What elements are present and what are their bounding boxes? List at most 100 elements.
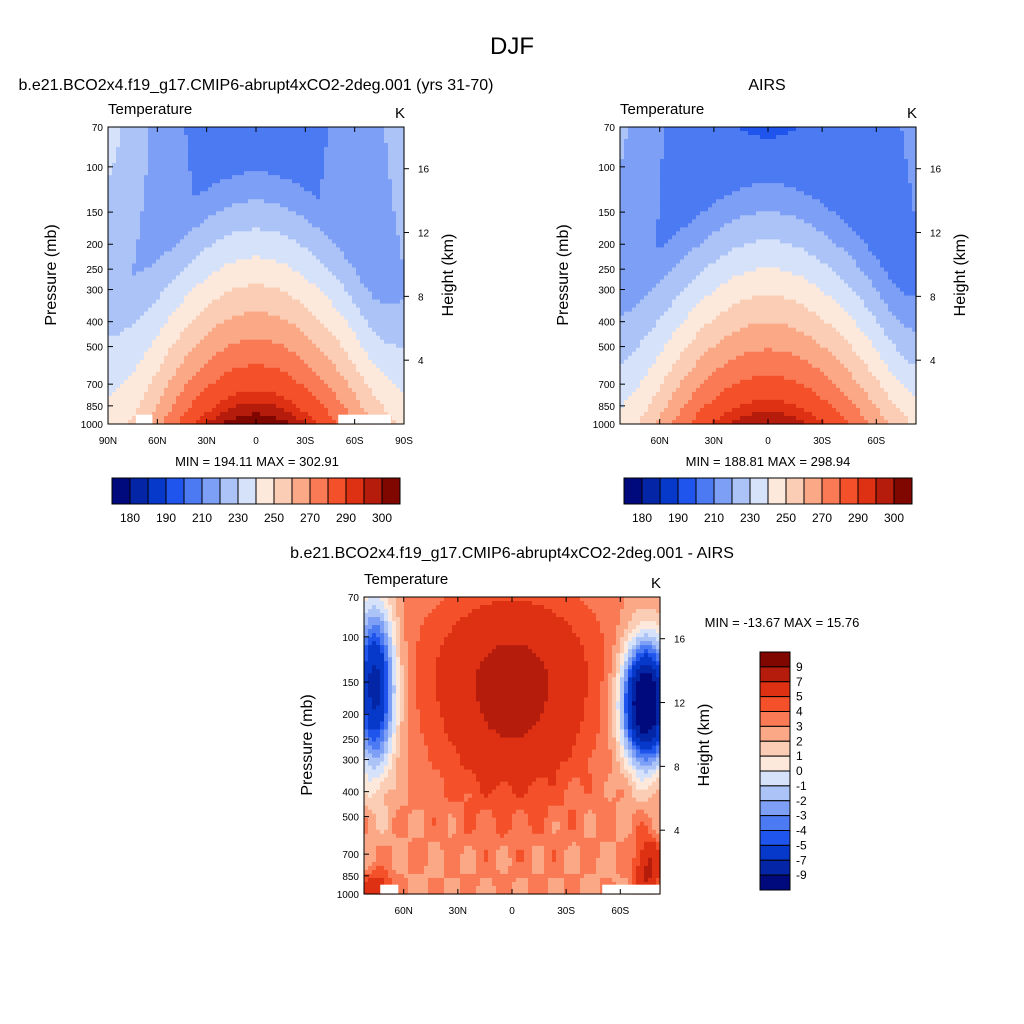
field-cell (304, 263, 309, 269)
field-cell (112, 319, 117, 325)
field-cell (140, 287, 145, 293)
field-cell (252, 391, 257, 397)
field-cell (192, 195, 197, 200)
field-cell (232, 279, 237, 285)
field-cell (300, 215, 305, 220)
field-cell (304, 223, 309, 228)
field-cell (224, 183, 229, 188)
field-cell (116, 279, 121, 285)
field-cell (276, 167, 281, 172)
field-cell (256, 135, 261, 140)
field-cell (208, 267, 213, 273)
field-cell (364, 319, 369, 325)
field-cell (184, 175, 189, 180)
field-cell (384, 171, 389, 176)
field-cell (232, 171, 237, 176)
field-cell (248, 135, 253, 140)
field-cell (264, 219, 269, 224)
field-cell (340, 275, 345, 281)
field-cell (384, 267, 389, 273)
field-cell (388, 307, 393, 313)
field-cell (112, 379, 117, 385)
field-cell (124, 315, 129, 321)
field-cell (164, 227, 169, 232)
field-cell (324, 267, 329, 273)
field-cell (324, 215, 329, 220)
field-cell (400, 347, 405, 353)
field-cell (296, 131, 301, 136)
field-cell (144, 279, 149, 285)
field-cell (128, 271, 133, 277)
field-cell (148, 323, 153, 329)
field-cell (196, 323, 201, 329)
field-cell (180, 147, 185, 152)
field-cell (312, 203, 317, 208)
field-cell (220, 251, 225, 257)
field-cell (312, 143, 317, 148)
field-cell (296, 227, 301, 232)
field-cell (176, 355, 181, 361)
field-cell (268, 323, 273, 329)
field-cell (296, 267, 301, 273)
field-cell (380, 283, 385, 289)
field-cell (300, 331, 305, 337)
field-cell (220, 291, 225, 297)
field-cell (368, 151, 373, 156)
field-cell (356, 307, 361, 313)
field-cell (316, 187, 321, 192)
field-cell (108, 243, 113, 248)
field-cell (136, 199, 141, 204)
field-cell (204, 275, 209, 281)
field-cell (136, 263, 141, 269)
field-cell (340, 139, 345, 144)
field-cell (348, 167, 353, 172)
field-cell (176, 239, 181, 244)
field-cell (280, 227, 285, 232)
field-cell (204, 263, 209, 269)
field-cell (396, 351, 401, 357)
field-cell (228, 159, 233, 164)
field-cell (284, 323, 289, 329)
field-cell (156, 239, 161, 244)
field-cell (380, 367, 385, 373)
field-cell (168, 363, 173, 369)
field-cell (200, 263, 205, 269)
field-cell (108, 387, 113, 393)
field-cell (352, 227, 357, 232)
field-cell (328, 351, 333, 357)
field-cell (144, 199, 149, 204)
field-cell (396, 383, 401, 389)
field-cell (392, 127, 397, 132)
field-cell (388, 331, 393, 337)
field-cell (188, 199, 193, 204)
field-cell (128, 247, 133, 253)
field-cell (128, 143, 133, 148)
field-cell (244, 311, 249, 317)
field-cell (312, 187, 317, 192)
field-cell (320, 391, 325, 397)
field-cell (324, 299, 329, 305)
field-cell (176, 303, 181, 309)
field-cell (172, 215, 177, 220)
field-cell (204, 143, 209, 148)
field-cell (280, 267, 285, 273)
field-cell (196, 191, 201, 196)
field-cell (284, 227, 289, 232)
field-cell (144, 387, 149, 393)
field-cell (144, 155, 149, 160)
field-cell (320, 351, 325, 357)
field-cell (280, 199, 285, 204)
field-cell (256, 343, 261, 349)
field-cell (376, 207, 381, 212)
field-cell (280, 315, 285, 321)
field-cell (324, 311, 329, 317)
field-cell (392, 151, 397, 156)
field-cell (260, 163, 265, 168)
field-cell (240, 199, 245, 204)
field-cell (264, 379, 269, 385)
field-cell (188, 215, 193, 220)
field-cell (156, 151, 161, 156)
field-cell (372, 363, 377, 369)
field-cell (376, 219, 381, 224)
field-cell (112, 275, 117, 281)
